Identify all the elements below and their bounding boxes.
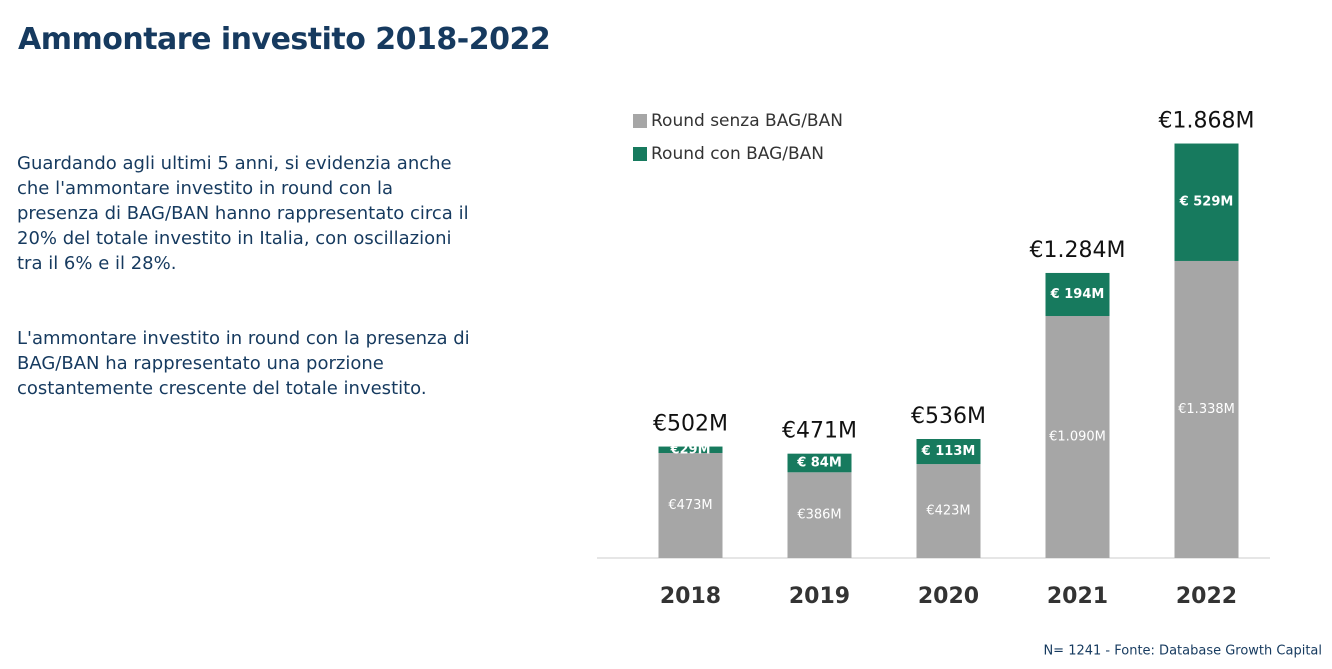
segment-label: €1.090M xyxy=(1049,430,1106,445)
segment-label: €423M xyxy=(926,504,970,519)
bar-segment xyxy=(658,452,723,558)
bar-segment xyxy=(1045,316,1110,558)
segment-label: €1.338M xyxy=(1178,402,1235,417)
paragraph: L'ammontare investito in round con la pr… xyxy=(17,328,470,399)
segment-label: € 194M xyxy=(1050,287,1105,302)
bar-segment xyxy=(916,464,981,558)
title: Ammontare investito 2018-2022 xyxy=(18,22,551,57)
legend-swatch xyxy=(633,114,647,128)
bar-segment xyxy=(1045,272,1110,317)
bar-segment xyxy=(787,453,852,473)
legend-swatch xyxy=(633,147,647,161)
total-label: €471M xyxy=(782,418,857,443)
total-label: €536M xyxy=(911,404,986,429)
bar-segment xyxy=(658,446,723,453)
x-tick-label: 2018 xyxy=(660,584,721,609)
total-label: €1.868M xyxy=(1159,108,1255,133)
total-label: €1.284M xyxy=(1030,238,1126,263)
segment-label: €29M xyxy=(669,442,710,457)
segment-label: €386M xyxy=(797,508,841,523)
bar-segment xyxy=(787,472,852,558)
paragraph: Guardando agli ultimi 5 anni, si evidenz… xyxy=(17,153,469,274)
segment-label: €473M xyxy=(668,498,712,513)
x-tick-label: 2020 xyxy=(918,584,979,609)
segment-label: € 84M xyxy=(796,455,842,470)
source: N= 1241 - Fonte: Database Growth Capital xyxy=(1043,644,1322,659)
legend-label: Round con BAG/BAN xyxy=(651,144,824,164)
bar-segment xyxy=(1174,260,1239,558)
segment-label: € 529M xyxy=(1179,195,1234,210)
segment-label: € 113M xyxy=(921,444,976,459)
bar-segment xyxy=(1174,143,1239,261)
x-tick-label: 2021 xyxy=(1047,584,1108,609)
total-label: €502M xyxy=(653,412,728,437)
x-tick-label: 2019 xyxy=(789,584,850,609)
x-tick-label: 2022 xyxy=(1176,584,1237,609)
bar-segment xyxy=(916,439,981,465)
legend-label: Round senza BAG/BAN xyxy=(651,111,843,131)
